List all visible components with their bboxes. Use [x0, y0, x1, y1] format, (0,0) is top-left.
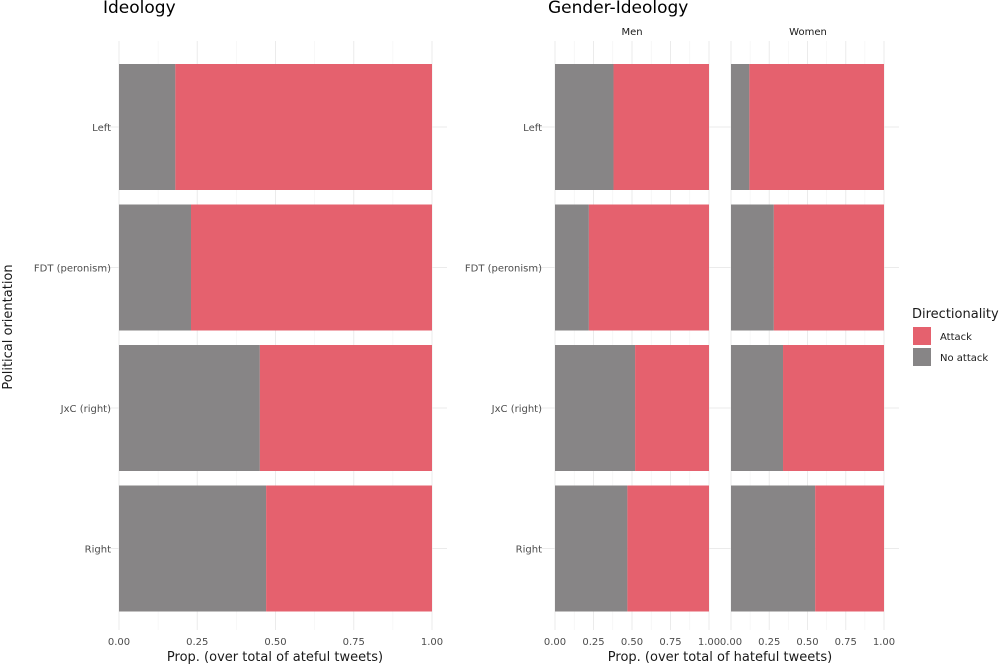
women-x-tick-label: 0.75 [835, 637, 857, 648]
ideology-bar-no-attack-right [119, 485, 267, 612]
legend-label-attack: Attack [940, 332, 972, 343]
men-x-tick-label: 1.00 [698, 637, 720, 648]
gender-y-tick-label: FDT (peronism) [465, 264, 542, 275]
men-bar-attack-left [613, 64, 709, 190]
facet-label-women: Women [789, 27, 827, 38]
men-x-tick-label: 0.25 [582, 637, 604, 648]
men-bar-attack-right [627, 485, 709, 612]
men-x-tick-label: 0.00 [544, 637, 566, 648]
plot-panels: 0.00 0.25 0.50 0.75 1.00 Left FDT (peronism) Jx… [34, 41, 899, 648]
women-bar-no-attack-left [731, 64, 750, 190]
gender-y-tick-label: Right [516, 545, 542, 556]
gender-ideology-panel-title: Gender-Ideology [548, 0, 688, 18]
women-x-tick-label: 0.25 [758, 637, 780, 648]
women-bar-attack-fdt-peronism [773, 204, 884, 331]
women-x-tick-label: 0.00 [720, 637, 742, 648]
gender-y-tick-label: JxC (right) [491, 404, 542, 415]
ideology-bar-attack-jxc-right [259, 345, 432, 471]
ideology-x-tick-label: 0.50 [264, 637, 286, 648]
y-axis-title: Political orientation [1, 264, 16, 389]
men-bar-no-attack-right [555, 485, 628, 612]
women-bar-attack-jxc-right [783, 345, 884, 471]
men-bar-attack-fdt-peronism [588, 204, 709, 331]
ideology-panel-title: Ideology [103, 0, 176, 18]
ideology-bar-attack-left [175, 64, 432, 190]
ideology-y-tick-label: Left [92, 123, 111, 134]
ideology-bar-no-attack-fdt-peronism [119, 204, 191, 331]
x-axis-title-gender: Prop. (over total of hateful tweets) [608, 650, 832, 664]
ideology-y-tick-label: JxC (right) [60, 404, 111, 415]
facet-label-men: Men [621, 27, 642, 38]
women-x-tick-label: 1.00 [873, 637, 895, 648]
ideology-bar-attack-fdt-peronism [190, 204, 432, 331]
ideology-bar-attack-right [266, 485, 432, 612]
men-bar-no-attack-left [555, 64, 614, 190]
men-bar-no-attack-jxc-right [555, 345, 636, 471]
legend-swatch-attack [913, 327, 931, 345]
ideology-y-tick-label: FDT (peronism) [34, 264, 111, 275]
x-axis-title-ideology: Prop. (over total of ateful tweets) [167, 650, 383, 664]
legend-label-no-attack: No attack [940, 353, 988, 364]
men-bar-no-attack-fdt-peronism [555, 204, 589, 331]
legend-title: Directionality [912, 307, 999, 322]
men-x-tick-label: 0.50 [621, 637, 643, 648]
ideology-bar-no-attack-jxc-right [119, 345, 260, 471]
legend: Directionality Attack No attack [912, 307, 999, 366]
women-bar-no-attack-right [731, 485, 816, 612]
women-x-tick-label: 0.50 [796, 637, 818, 648]
gender-y-tick-label: Left [523, 123, 542, 134]
women-bar-attack-left [749, 64, 884, 190]
women-bar-no-attack-jxc-right [731, 345, 784, 471]
men-x-tick-label: 0.75 [659, 637, 681, 648]
ideology-bar-no-attack-left [119, 64, 176, 190]
legend-swatch-no-attack [913, 348, 931, 366]
ideology-y-tick-label: Right [85, 545, 111, 556]
ideology-x-tick-label: 0.00 [108, 637, 130, 648]
women-bar-attack-right [815, 485, 884, 612]
women-bar-no-attack-fdt-peronism [731, 204, 774, 331]
ideology-x-tick-label: 1.00 [421, 637, 443, 648]
ideology-x-tick-label: 0.25 [186, 637, 208, 648]
men-bar-attack-jxc-right [635, 345, 709, 471]
ideology-x-tick-label: 0.75 [343, 637, 365, 648]
